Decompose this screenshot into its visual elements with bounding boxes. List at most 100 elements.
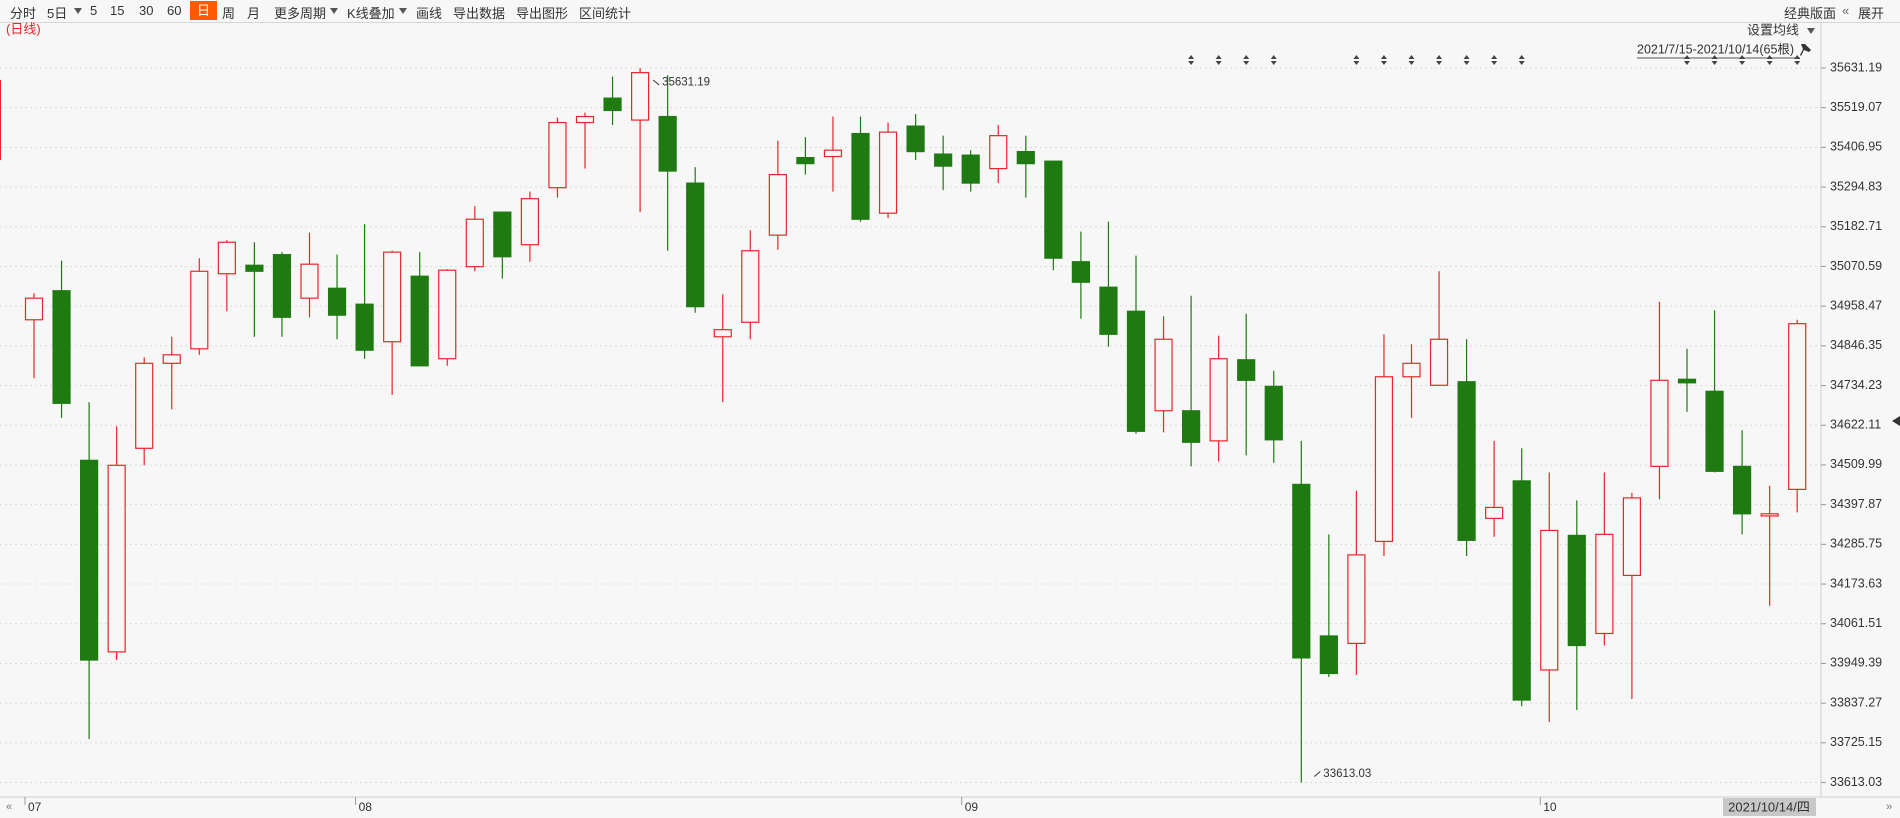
subtitle: (日线) — [6, 21, 41, 36]
event-marker[interactable] — [1436, 55, 1443, 65]
event-marker[interactable] — [1711, 55, 1718, 65]
cursor-date-box — [1723, 798, 1816, 816]
tool-item[interactable]: 导出图形 — [516, 6, 569, 21]
ma-setting[interactable]: 设置均线 — [1747, 22, 1799, 37]
x-tick-label: 10 — [1543, 800, 1557, 814]
tool-item[interactable]: 5 — [90, 3, 98, 18]
candle-body — [1595, 533, 1614, 635]
x-tick-label: 07 — [28, 800, 42, 814]
tool-item[interactable]: 60 — [167, 3, 182, 18]
event-marker[interactable] — [1794, 55, 1801, 65]
event-marker[interactable] — [1270, 55, 1277, 65]
candle-body — [878, 131, 898, 214]
candle-body — [410, 275, 429, 367]
candle-body — [548, 121, 567, 189]
tool-item[interactable]: 30 — [139, 3, 154, 18]
y-tick-label: 34622.11 — [1830, 418, 1881, 432]
range-text: 2021/7/15-2021/10/14(65根) — [1637, 42, 1794, 56]
event-marker[interactable] — [1188, 55, 1195, 65]
tool-item[interactable]: 日 — [190, 1, 218, 20]
candle-body — [1044, 160, 1063, 259]
y-tick-label: 34061.51 — [1830, 616, 1882, 630]
candle-body — [520, 198, 540, 246]
candle-body — [217, 241, 236, 275]
tool-item[interactable]: 5日 — [47, 6, 68, 21]
tool-item[interactable]: K线叠加 — [347, 6, 395, 21]
expand-icon[interactable]: « — [1842, 3, 1850, 18]
tool-item[interactable]: 15 — [110, 3, 125, 18]
event-marker[interactable] — [1766, 55, 1773, 65]
annotation: 35631.19 — [662, 76, 710, 88]
candle-body — [1429, 338, 1449, 386]
tool-item[interactable]: 分时 — [10, 6, 37, 21]
candle-body — [1512, 480, 1531, 701]
candle-body — [741, 250, 760, 323]
candle-body — [686, 182, 705, 308]
candle-body — [1567, 534, 1586, 647]
candle-body — [1071, 261, 1091, 283]
event-marker[interactable] — [1463, 55, 1470, 65]
candle-body — [603, 97, 622, 112]
y-tick-label: 35182.71 — [1830, 219, 1882, 233]
candle-body — [1677, 378, 1697, 384]
candle-body — [851, 132, 870, 220]
tool-item[interactable]: 展开 — [1858, 6, 1885, 21]
candle-body — [1154, 338, 1173, 412]
candle-body — [1457, 381, 1476, 541]
candle-body — [906, 125, 925, 153]
candle-body — [493, 211, 512, 258]
event-marker[interactable] — [1353, 55, 1360, 65]
annotation-arrow — [1313, 771, 1321, 777]
candle-body — [1319, 635, 1338, 675]
candle-body — [1181, 410, 1201, 443]
candle-body — [1237, 359, 1256, 381]
dropdown-arrow[interactable] — [1807, 28, 1815, 34]
candle-body — [52, 290, 71, 404]
tool-item[interactable]: 经典版面 — [1784, 6, 1837, 21]
scroll-right[interactable]: » — [1886, 801, 1892, 813]
event-marker[interactable] — [1215, 55, 1222, 65]
event-marker[interactable] — [1739, 55, 1746, 65]
candle-body — [796, 157, 815, 165]
cursor-date: 2021/10/14/四 — [1728, 799, 1810, 814]
event-marker[interactable] — [1684, 55, 1690, 65]
scroll-left[interactable]: « — [6, 801, 12, 813]
dropdown-arrow[interactable] — [74, 8, 82, 14]
x-tick-label: 09 — [965, 800, 979, 814]
candle-body — [1788, 323, 1807, 490]
tool-item[interactable]: 区间统计 — [579, 6, 632, 21]
candle-body — [79, 459, 99, 661]
candle-body — [1760, 513, 1779, 517]
candle-body — [658, 115, 677, 172]
pin-icon[interactable] — [1800, 44, 1811, 56]
x-tick-label: 08 — [359, 800, 373, 814]
y-tick-label: 34734.23 — [1830, 378, 1882, 392]
candle-body — [1650, 379, 1669, 467]
candle-body — [1016, 150, 1035, 165]
event-marker[interactable] — [1380, 55, 1387, 65]
y-tick-label: 33837.27 — [1830, 695, 1882, 709]
y-tick-label: 34958.47 — [1830, 298, 1882, 312]
candle-body — [355, 303, 374, 351]
event-marker[interactable] — [1518, 55, 1525, 65]
dropdown-arrow[interactable] — [399, 8, 407, 14]
tool-item[interactable]: 周 — [222, 6, 236, 21]
candle-body — [1402, 362, 1421, 378]
candle-body — [465, 218, 484, 268]
tool-item[interactable]: 导出数据 — [453, 6, 506, 21]
annotation-arrow — [652, 79, 660, 86]
dropdown-arrow[interactable] — [330, 8, 338, 14]
event-marker[interactable] — [1243, 55, 1250, 65]
candle-body — [438, 269, 457, 360]
price-pointer — [1892, 416, 1900, 426]
annotation: 33613.03 — [1323, 768, 1371, 780]
y-tick-label: 34285.75 — [1830, 537, 1882, 551]
candle-body — [24, 297, 44, 321]
tool-item[interactable]: 画线 — [416, 6, 443, 21]
tool-item[interactable]: 月 — [247, 6, 261, 21]
event-marker[interactable] — [1491, 55, 1498, 65]
candle-body — [1374, 376, 1394, 543]
tool-item[interactable]: 更多周期 — [274, 6, 327, 21]
event-marker[interactable] — [1408, 55, 1415, 65]
candle-body — [989, 135, 1008, 170]
